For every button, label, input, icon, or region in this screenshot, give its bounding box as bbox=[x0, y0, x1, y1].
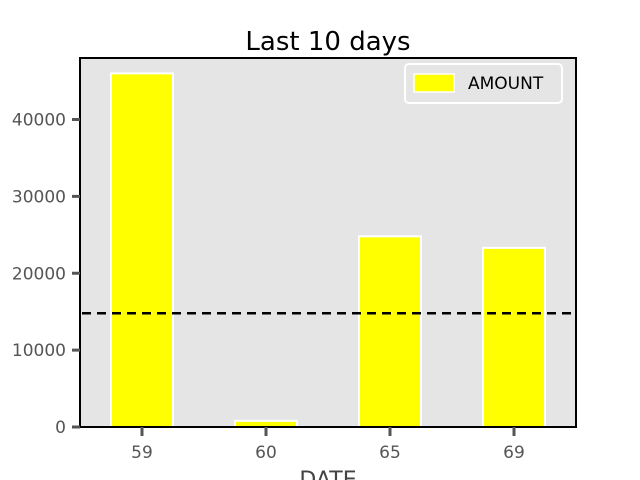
x-tick-label: 69 bbox=[503, 443, 525, 463]
x-tick-label: 60 bbox=[255, 443, 277, 463]
chart-title: Last 10 days bbox=[245, 27, 410, 57]
x-tick-label: 65 bbox=[379, 443, 401, 463]
bars-group bbox=[110, 72, 546, 429]
y-tick-label: 10000 bbox=[12, 341, 66, 361]
x-axis: 59 60 65 69 bbox=[131, 427, 525, 463]
legend-label: AMOUNT bbox=[468, 74, 544, 94]
y-tick-label: 20000 bbox=[12, 264, 66, 284]
bar-69 bbox=[482, 246, 546, 428]
x-axis-label: DATE bbox=[299, 468, 356, 480]
legend-swatch bbox=[413, 73, 455, 93]
bar-65 bbox=[358, 235, 422, 428]
legend: AMOUNT bbox=[404, 63, 563, 104]
plot-frame bbox=[79, 57, 577, 428]
y-tick-label: 40000 bbox=[12, 111, 66, 131]
bar-59 bbox=[110, 72, 174, 428]
y-axis: 0 10000 20000 30000 40000 bbox=[12, 111, 80, 438]
x-tick-label: 59 bbox=[131, 443, 153, 463]
y-tick-label: 0 bbox=[55, 418, 66, 438]
y-tick-label: 30000 bbox=[12, 187, 66, 207]
